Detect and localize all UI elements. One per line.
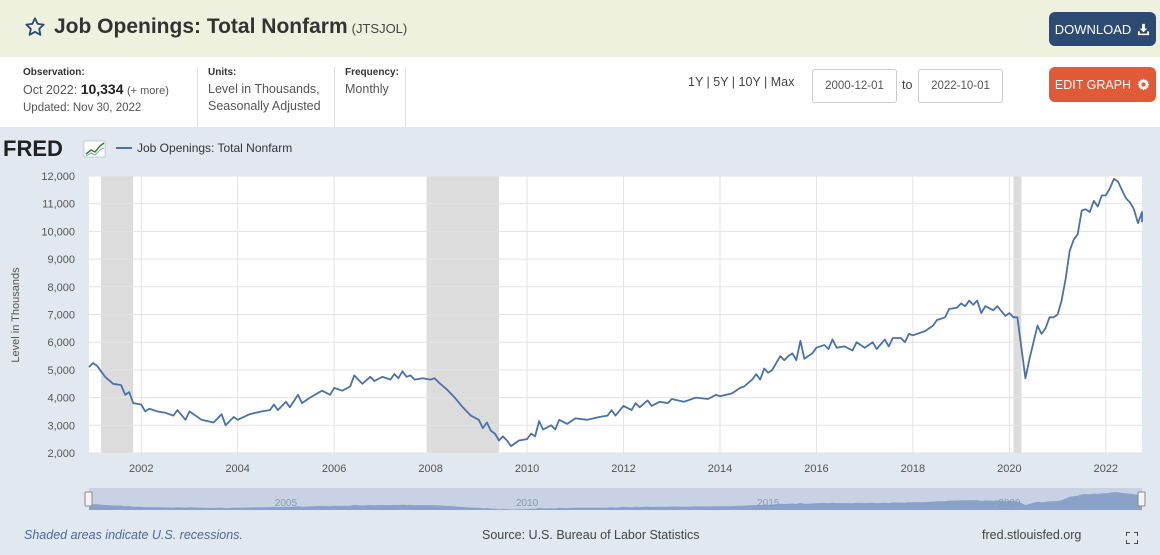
x-tick-label: 2008	[418, 463, 442, 475]
x-tick-label: 2014	[708, 463, 732, 475]
star-icon[interactable]	[24, 16, 46, 38]
line-chart[interactable]: FRED Job Openings: Total Nonfarm 2,000 3,…	[0, 127, 1160, 555]
to-label: to	[902, 78, 913, 92]
start-date-input[interactable]: 2000-12-01	[812, 69, 897, 103]
x-tick-label: 2006	[322, 463, 346, 475]
x-tick-label: 2002	[129, 463, 153, 475]
x-axis-ticks: 2002 2004 2006 2008 2010 2012 2014 2016 2018 2020…	[129, 463, 1118, 475]
gridlines	[89, 175, 1142, 454]
y-tick-label: 3,000	[47, 420, 75, 432]
x-tick-label: 2010	[515, 463, 539, 475]
series-line-job-openings[interactable]	[88, 177, 1143, 447]
y-tick-label: 5,000	[47, 365, 75, 377]
page-title: Job Openings: Total Nonfarm (JTSJOL)	[54, 15, 407, 39]
units-line-2: Seasonally Adjusted	[208, 99, 321, 113]
end-date-input[interactable]: 2022-10-01	[918, 69, 1003, 103]
observation-value-line: Oct 2022: 10,334 (+ more)	[23, 81, 197, 100]
units-block: Units: Level in Thousands, Seasonally Ad…	[198, 67, 335, 127]
series-id: (JTSJOL)	[351, 21, 408, 36]
y-tick-label: 11,000	[42, 199, 75, 211]
source-note: Source: U.S. Bureau of Labor Statistics	[482, 528, 700, 542]
legend-label: Job Openings: Total Nonfarm	[137, 141, 292, 155]
navigator-left-handle[interactable]	[84, 491, 93, 507]
download-icon	[1138, 23, 1150, 35]
y-tick-label: 9,000	[47, 254, 75, 266]
fred-logo[interactable]: FRED	[3, 136, 63, 161]
frequency-label: Frequency:	[345, 67, 399, 78]
y-axis-label: Level in Thousands	[10, 267, 22, 363]
title-bar: Job Openings: Total Nonfarm (JTSJOL) DOWN…	[0, 0, 1160, 57]
y-axis-ticks: 2,000 3,000 4,000 5,000 6,000 7,000 8,000 9,000…	[41, 171, 75, 460]
units-line-1: Level in Thousands,	[208, 82, 320, 96]
y-tick-label: 12,000	[41, 171, 75, 183]
y-tick-label: 10,000	[41, 226, 75, 238]
x-tick-label: 2004	[225, 463, 249, 475]
y-tick-label: 6,000	[47, 337, 75, 349]
x-tick-label: 2022	[1094, 463, 1118, 475]
updated-date: Updated: Nov 30, 2022	[23, 102, 142, 114]
y-tick-label: 2,000	[47, 448, 75, 460]
edit-graph-button[interactable]: EDIT GRAPH	[1049, 67, 1156, 102]
recession-note: Shaded areas indicate U.S. recessions.	[24, 528, 243, 542]
y-tick-label: 7,000	[47, 310, 75, 322]
series-meta: Observation: Oct 2022: 10,334 (+ more) U…	[0, 57, 1160, 127]
navigator-tick-label: 2005	[275, 498, 298, 509]
fullscreen-icon[interactable]	[1126, 532, 1138, 544]
observation-date: Oct 2022:	[23, 83, 78, 97]
observation-more-link[interactable]: (+ more)	[127, 85, 169, 97]
units-label: Units:	[208, 67, 237, 78]
navigator-tick-label: 2010	[516, 498, 539, 509]
x-tick-label: 2016	[804, 463, 828, 475]
y-tick-label: 8,000	[47, 282, 75, 294]
x-tick-label: 2012	[611, 463, 635, 475]
frequency-value: Monthly	[345, 82, 389, 96]
observation-value: 10,334	[80, 81, 124, 97]
x-tick-label: 2020	[997, 463, 1021, 475]
chart-panel: FRED Job Openings: Total Nonfarm 2,000 3,…	[0, 127, 1160, 555]
edit-graph-label: EDIT GRAPH	[1054, 77, 1132, 92]
navigator-right-handle[interactable]	[1137, 491, 1146, 507]
y-tick-label: 4,000	[47, 393, 75, 405]
x-tick-label: 2018	[901, 463, 925, 475]
series-title: Job Openings: Total Nonfarm	[54, 15, 348, 38]
observation-label: Observation:	[23, 67, 85, 78]
site-link[interactable]: fred.stlouisfed.org	[982, 528, 1082, 542]
navigator-series-area	[89, 492, 1142, 510]
download-label: DOWNLOAD	[1054, 21, 1132, 37]
download-button[interactable]: DOWNLOAD	[1049, 12, 1156, 46]
range-links[interactable]: 1Y | 5Y | 10Y | Max	[688, 75, 795, 89]
navigator-tick-label: 2015	[757, 498, 780, 509]
fred-logo-graph-icon	[83, 140, 106, 158]
gear-icon	[1137, 78, 1150, 91]
observation-block: Observation: Oct 2022: 10,334 (+ more) U…	[0, 67, 198, 127]
frequency-block: Frequency: Monthly	[335, 67, 406, 127]
